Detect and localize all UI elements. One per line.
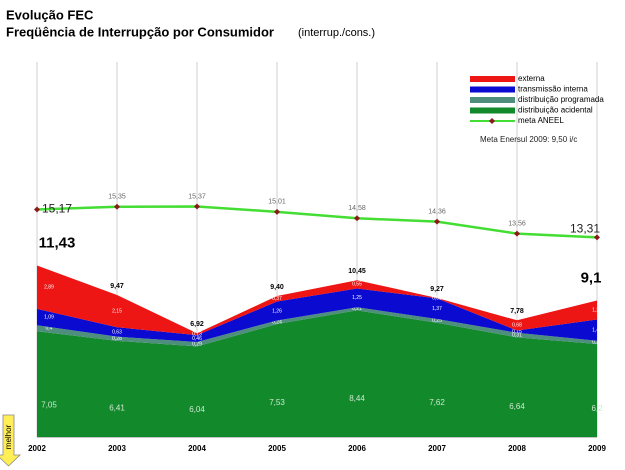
legend-swatch — [470, 76, 515, 82]
segment-label: 0,37 — [272, 296, 282, 302]
arrow-shape — [0, 414, 21, 467]
segment-label: 6,64 — [509, 402, 525, 411]
segment-label: 0,22 — [592, 340, 602, 346]
segment-label: 0,68 — [512, 323, 522, 329]
annotation: Meta Enersul 2009: 9,50 i/c — [480, 135, 577, 144]
legend-label: externa — [518, 74, 545, 83]
segment-label: 1,26 — [272, 308, 282, 314]
x-tick-label: 2006 — [348, 444, 366, 453]
unit-note: (interrup./cons.) — [298, 27, 375, 39]
legend-label: meta ANEEL — [518, 116, 564, 125]
x-tick-label: 2009 — [588, 444, 606, 453]
meta-marker — [114, 203, 120, 210]
total-label: 9,1 — [581, 269, 602, 286]
x-tick-label: 2004 — [188, 444, 206, 453]
segment-label: 2,89 — [44, 285, 54, 291]
segment-label: 7,05 — [41, 400, 57, 409]
legend-swatch — [470, 97, 515, 103]
total-label: 10,45 — [348, 268, 366, 275]
total-label: 9,47 — [110, 283, 124, 290]
segment-label: 7,62 — [429, 398, 445, 407]
total-label: 11,43 — [39, 235, 76, 252]
meta-marker — [594, 234, 600, 241]
x-tick-label: 2002 — [28, 444, 46, 453]
area-segment — [37, 307, 597, 347]
segment-label: 0,28 — [112, 336, 122, 342]
area-segment — [37, 310, 597, 437]
meta-marker — [194, 203, 200, 210]
total-label: 9,40 — [270, 284, 284, 291]
arrow-label: melhor — [4, 424, 13, 449]
total-label: 9,27 — [430, 286, 444, 293]
segment-label: 6,41 — [109, 403, 125, 412]
segment-label: 1,27 — [592, 307, 602, 313]
segment-label: 6,04 — [189, 405, 205, 414]
segment-label: 0,21 — [352, 306, 362, 312]
meta-marker — [514, 230, 520, 237]
segment-label: 0,63 — [112, 329, 122, 335]
meta-label: 13,31 — [570, 222, 600, 236]
meta-marker — [354, 215, 360, 222]
meta-label: 15,17 — [42, 202, 72, 216]
segment-label: 0,15 — [512, 329, 522, 335]
segment-label: 7,53 — [269, 398, 285, 407]
legend-label: transmissão interna — [518, 85, 588, 94]
meta-marker — [434, 218, 440, 225]
meta-marker — [274, 208, 280, 215]
segment-label: 0,29 — [192, 342, 202, 348]
meta-label: 15,35 — [108, 194, 126, 201]
segment-label: 0,4 — [46, 326, 53, 332]
meta-line — [36, 205, 598, 239]
legend-label: distribuição programada — [518, 95, 604, 104]
segment-label: 0,24 — [272, 320, 282, 326]
total-label: 7,78 — [510, 308, 524, 315]
legend-swatch — [470, 107, 515, 114]
chart-subtitle: Freqüência de Interrupção por Consumidor — [6, 24, 274, 39]
meta-label: 15,37 — [188, 193, 206, 200]
segment-label: 8,44 — [349, 394, 365, 403]
better-arrow: melhor — [0, 414, 21, 467]
meta-marker — [34, 206, 40, 213]
segment-label: 0,13 — [192, 332, 202, 338]
x-tick-label: 2007 — [428, 444, 446, 453]
meta-label: 15,01 — [268, 199, 286, 206]
segment-label: 0,46 — [192, 336, 202, 342]
segment-label: 0,03 — [432, 296, 442, 302]
segment-label: 2,15 — [112, 308, 122, 314]
segment-label: 6,2 — [591, 404, 603, 413]
meta-label: 14,58 — [348, 205, 366, 212]
legend-swatch — [470, 86, 515, 93]
legend-marker — [489, 118, 495, 124]
segment-label: 0,31 — [512, 332, 522, 338]
segment-label: 0,55 — [352, 282, 362, 288]
x-tick-label: 2005 — [268, 444, 286, 453]
legend-label: distribuição acidental — [518, 106, 593, 115]
segment-label: 0,25 — [432, 318, 442, 324]
chart-title: Evolução FEC — [6, 7, 94, 22]
area-segment — [37, 288, 597, 343]
x-tick-label: 2003 — [108, 444, 126, 453]
segment-label: 1,37 — [432, 306, 442, 312]
segment-label: 1,09 — [44, 314, 54, 320]
x-tick-label: 2008 — [508, 444, 526, 453]
meta-label: 13,56 — [508, 220, 526, 227]
total-label: 6,92 — [190, 321, 204, 328]
plot-area: 2002 2003 2004 2005 2006 2007 2008 2009 7,05 6,41… — [28, 62, 606, 453]
meta-label: 14,36 — [428, 208, 446, 215]
segment-label: 1,41 — [592, 327, 602, 333]
segment-label: 1,25 — [352, 295, 362, 301]
